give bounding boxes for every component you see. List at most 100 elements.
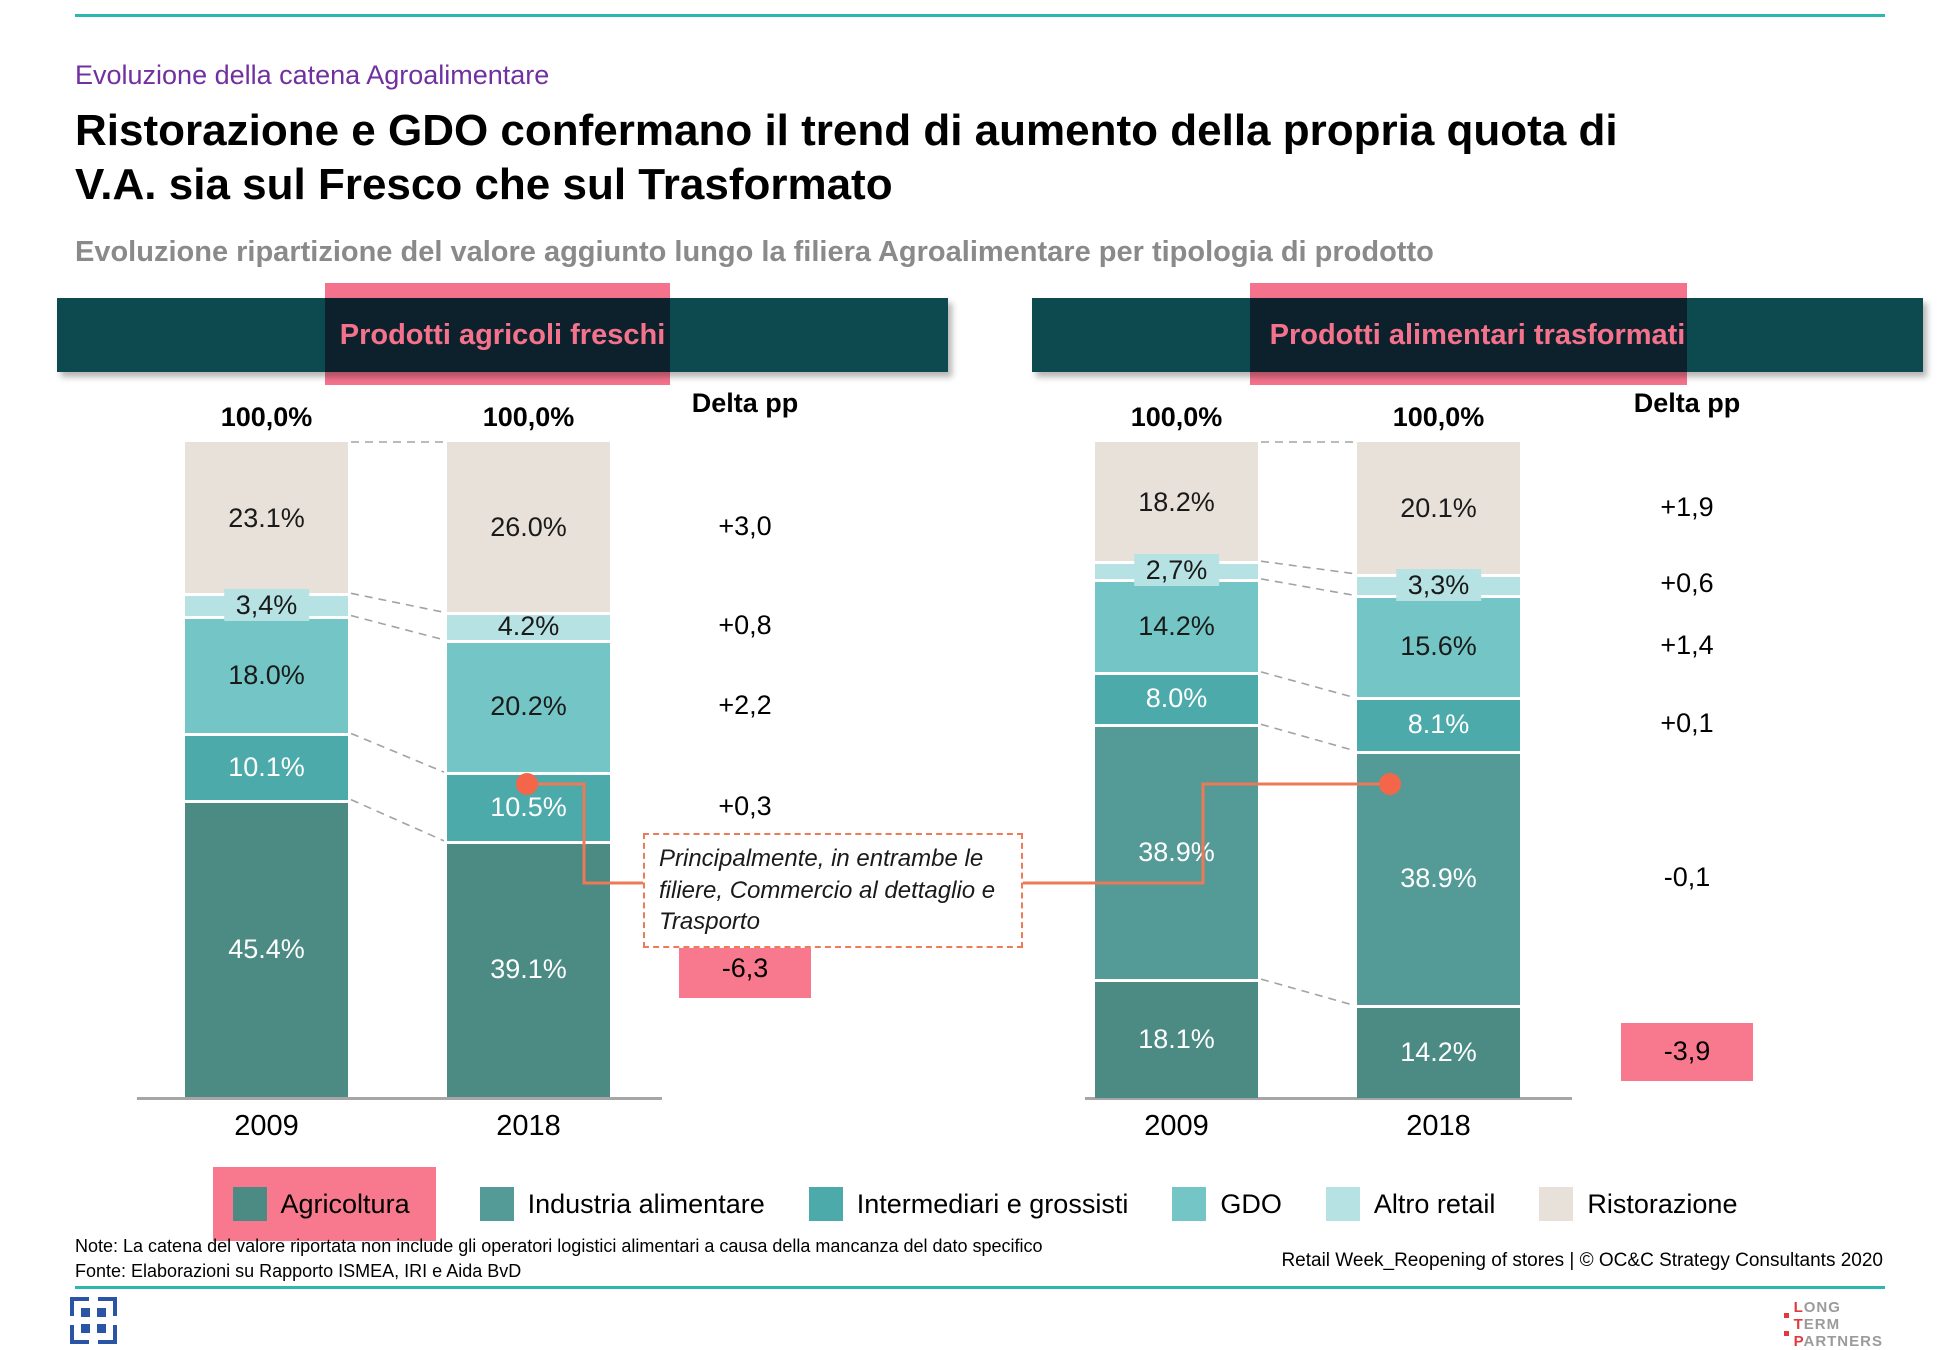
bottom-divider <box>75 1286 1885 1289</box>
legend-label: Ristorazione <box>1587 1188 1738 1219</box>
legend-label: Intermediari e grossisti <box>856 1188 1129 1219</box>
bar-segment-gdo <box>447 640 610 772</box>
stacked-bar-2018: 20.1% 3,3% 15.6% 8.1% 38.9% 14.2% <box>1357 442 1520 1098</box>
delta-pp-header: Delta pp <box>1633 388 1741 418</box>
ltp-logo-line: Long <box>1793 1299 1841 1316</box>
segment-label: 38.9% <box>1138 836 1215 867</box>
legend: Agricoltura Industria alimentare Intermedi… <box>75 1160 1875 1248</box>
ltp-logo-line: Partners <box>1793 1333 1883 1350</box>
bar-segment-ristorazione <box>1095 442 1258 561</box>
legend-highlight: Agricoltura <box>212 1167 436 1241</box>
legend-item-industria: Industria alimentare <box>479 1187 765 1221</box>
legend-label: Industria alimentare <box>527 1188 765 1219</box>
segment-label: 2,7% <box>1133 554 1220 586</box>
brand-square-icon <box>97 1324 106 1333</box>
bar-segment-gdo <box>1357 595 1520 697</box>
pink-highlight-processed <box>1250 283 1687 385</box>
bar-segment-agricoltura <box>1095 979 1258 1098</box>
segment-label: 3,4% <box>223 588 310 621</box>
legend-swatch-icon <box>1539 1187 1574 1221</box>
legend-swatch-icon <box>1325 1187 1360 1221</box>
legend-swatch-icon <box>1172 1187 1207 1221</box>
bar-segment-ristorazione <box>185 442 348 593</box>
segment-label: 8.1% <box>1407 709 1470 739</box>
x-axis-year-label: 2009 <box>1144 1110 1209 1142</box>
delta-value: +2,2 <box>718 689 772 720</box>
delta-value-boxed: -6,3 <box>679 939 811 998</box>
footer-credit: Retail Week_Reopening of stores | © OC&C… <box>1281 1250 1883 1271</box>
segment-label: 8.0% <box>1145 683 1208 713</box>
bar-segment-agricoltura <box>185 800 348 1097</box>
legend-swatch-icon <box>232 1187 267 1221</box>
segment-label: 18.2% <box>1138 486 1215 517</box>
x-axis-year-label: 2009 <box>234 1110 299 1142</box>
delta-value: +0,6 <box>1660 568 1714 599</box>
segment-label: 26.0% <box>490 512 567 542</box>
stacked-bar-2018: 26.0% 4.2% 20.2% 10.5% 39.1% <box>447 442 610 1097</box>
page-title-line2: V.A. sia sul Fresco che sul Trasformato <box>75 159 893 209</box>
legend-label: Agricoltura <box>280 1188 410 1219</box>
x-axis-year-label: 2018 <box>496 1110 561 1142</box>
top-divider <box>75 14 1885 17</box>
delta-value: +1,9 <box>1660 491 1714 522</box>
bar-total-label: 100,0% <box>1130 402 1223 432</box>
segment-label: 4.2% <box>497 611 560 641</box>
bar-segment-ristorazione <box>1357 442 1520 574</box>
segment-label: 45.4% <box>228 933 305 964</box>
legend-item-ristorazione: Ristorazione <box>1539 1187 1737 1221</box>
legend-swatch-icon <box>808 1187 843 1221</box>
legend-item-agricoltura: Agricoltura <box>232 1187 410 1221</box>
segment-label: 18.1% <box>1138 1023 1215 1054</box>
brand-corner-icon <box>98 1297 117 1316</box>
segment-label: 10.5% <box>490 791 567 822</box>
segment-label: 14.2% <box>1138 610 1215 641</box>
legend-label: GDO <box>1220 1188 1282 1219</box>
bar-segment-intermediari <box>185 733 348 800</box>
stacked-bar-2009: 23.1% 3,4% 18.0% 10.1% 45.4% <box>185 442 348 1097</box>
delta-value: +3,0 <box>718 511 772 542</box>
annotation-text: Principalmente, in entrambe le filiere, … <box>659 845 996 936</box>
segment-label: 20.2% <box>490 691 567 721</box>
ltp-logo-dots-icon <box>1783 1299 1789 1350</box>
delta-value: +1,4 <box>1660 630 1714 661</box>
brand-square-icon <box>81 1308 90 1317</box>
legend-label: Altro retail <box>1373 1188 1496 1219</box>
segment-label: 20.1% <box>1400 493 1477 523</box>
segment-label: 3,3% <box>1395 568 1482 601</box>
legend-item-intermediari: Intermediari e grossisti <box>808 1187 1129 1221</box>
page-subtitle: Evoluzione ripartizione del valore aggiu… <box>75 236 1434 268</box>
x-axis <box>137 1097 662 1100</box>
bar-segment-intermediari <box>1095 672 1258 724</box>
segment-label: 39.1% <box>490 954 567 984</box>
segment-label: 38.9% <box>1400 863 1477 893</box>
page-title-line1: Ristorazione e GDO confermano il trend d… <box>75 106 1618 155</box>
page-title: Ristorazione e GDO confermano il trend d… <box>75 104 1915 211</box>
delta-pp-header: Delta pp <box>691 388 799 418</box>
bar-segment-intermediari <box>1357 697 1520 751</box>
segment-label: 14.2% <box>1400 1036 1477 1067</box>
kicker-text: Evoluzione della catena Agroalimentare <box>75 60 550 90</box>
legend-item-altro_retail: Altro retail <box>1325 1187 1496 1221</box>
note-text: Note: La catena del valore riportata non… <box>75 1236 1043 1256</box>
bar-segment-altro_retail <box>447 612 610 640</box>
ltp-logo: Long Term Partners <box>1783 1299 1883 1350</box>
segment-label: 18.0% <box>228 659 305 690</box>
brand-corner-icon <box>98 1325 117 1344</box>
delta-value: +0,8 <box>718 610 772 641</box>
delta-value: +0,3 <box>718 790 772 821</box>
brand-square-icon <box>81 1324 90 1333</box>
bar-segment-agricoltura <box>1357 1005 1520 1098</box>
bar-segment-ristorazione <box>447 442 610 612</box>
brand-square-icon <box>97 1308 106 1317</box>
segment-label: 15.6% <box>1400 631 1477 661</box>
x-axis-year-label: 2018 <box>1406 1110 1471 1142</box>
annotation-box: Principalmente, in entrambe le filiere, … <box>643 833 1023 949</box>
ltp-logo-line: Term <box>1793 1316 1841 1333</box>
delta-value-boxed: -3,9 <box>1621 1022 1753 1081</box>
source-text: Fonte: Elaborazioni su Rapporto ISMEA, I… <box>75 1261 522 1281</box>
brand-corner-icon <box>70 1297 89 1316</box>
bar-total-label: 100,0% <box>1392 402 1485 432</box>
segment-label: 23.1% <box>228 502 305 533</box>
